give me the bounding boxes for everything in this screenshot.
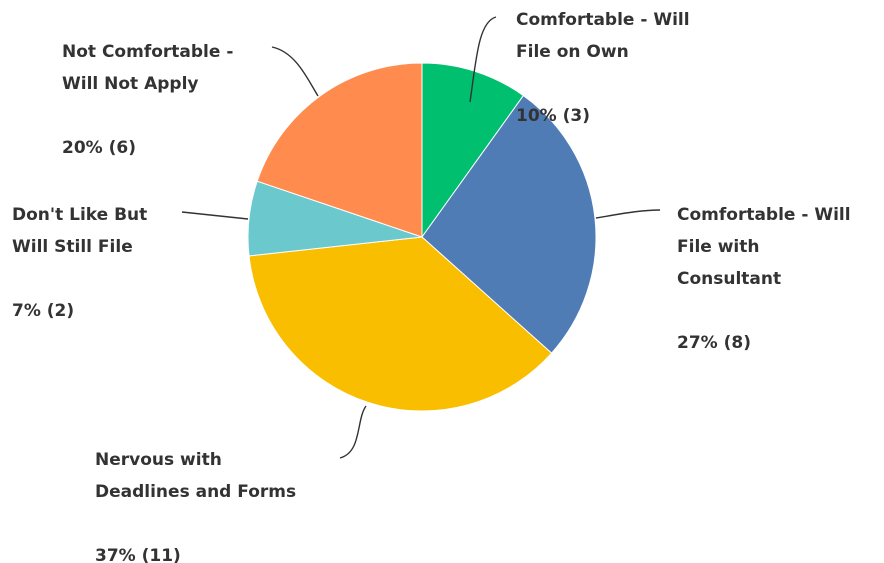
slice-value-nervous-with-deadlines-and-forms: 37% (11)	[95, 546, 181, 563]
leader-line-nervous-with-deadlines-and-forms	[339, 405, 367, 459]
slice-label-comfortable-will-file-with-consultant: Comfortable - Will File with Consultant	[677, 205, 851, 289]
slice-value-comfortable-will-file-on-own: 10% (3)	[516, 106, 590, 126]
pie-slice-comfortable-will-file-on-own	[421, 62, 525, 239]
pie-slice-comfortable-will-file-with-consultant	[421, 94, 597, 354]
slice-value-not-comfortable-will-not-apply: 20% (6)	[62, 138, 136, 158]
leader-line-comfortable-will-file-on-own	[469, 16, 497, 103]
slice-value-comfortable-will-file-with-consultant: 27% (8)	[677, 333, 751, 353]
slice-label-comfortable-will-file-on-own: Comfortable - Will File on Own	[516, 10, 690, 62]
slice-value-don-t-like-but-will-still-file: 7% (2)	[12, 301, 74, 321]
pie-slice-not-comfortable-will-not-apply	[256, 62, 423, 238]
slice-label-don-t-like-but-will-still-file: Don't Like But Will Still File	[12, 205, 147, 257]
slice-label-not-comfortable-will-not-apply: Not Comfortable -Will Not Apply	[62, 42, 233, 94]
leader-line-not-comfortable-will-not-apply	[271, 46, 319, 97]
leader-line-comfortable-will-file-with-consultant	[595, 209, 661, 219]
pie-slice-nervous-with-deadlines-and-forms	[248, 236, 553, 412]
leader-line-don-t-like-but-will-still-file	[181, 211, 249, 220]
slice-label-nervous-with-deadlines-and-forms: Nervous with Deadlines and Forms	[95, 450, 296, 502]
